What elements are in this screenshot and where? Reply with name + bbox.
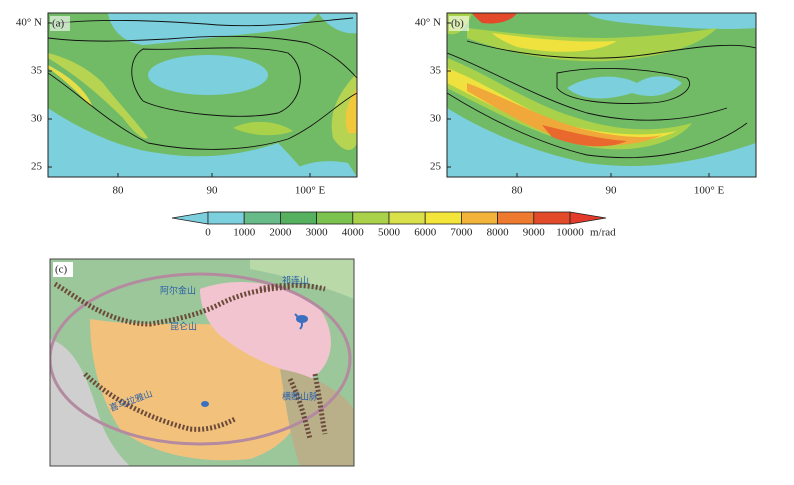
x-tick-label: 80 <box>113 185 125 197</box>
map-label: 阿尔金山 <box>160 285 196 297</box>
colorbar-unit: m/rad <box>590 227 616 239</box>
fill <box>48 65 93 108</box>
colorbar-tick-label: 0 <box>205 227 211 239</box>
colorbar-bin <box>352 211 390 225</box>
x-tick-label: 100° E <box>694 185 725 197</box>
y-tick-label: 35 <box>31 65 43 77</box>
colorbar-tick-label: 7000 <box>450 227 473 239</box>
colorbar-bin <box>388 211 426 225</box>
fill <box>48 108 308 177</box>
colorbar-bin <box>207 211 245 225</box>
fill <box>48 53 148 139</box>
label-box <box>449 16 469 31</box>
fill <box>345 88 357 133</box>
mountain-range <box>53 281 291 327</box>
mountain-range <box>312 373 328 435</box>
frame <box>446 12 757 178</box>
contour-line <box>48 35 357 79</box>
fill <box>283 161 357 177</box>
map-panel: 阿尔金山 祁连山 昆仑山 喜马拉雅山 横断山脉 (c) <box>49 258 355 467</box>
x-tick-label: 100° E <box>295 185 326 197</box>
colorbar-tick-label: 8000 <box>487 227 510 239</box>
colorbar-bin <box>279 211 317 225</box>
label-box <box>50 16 70 31</box>
map-fill <box>200 281 331 379</box>
contour-line <box>556 67 690 104</box>
panel-label: (b) <box>451 18 464 30</box>
label-box <box>53 262 73 277</box>
fill <box>233 121 293 136</box>
y-tick-label: 40° N <box>415 17 441 29</box>
fill <box>567 76 682 99</box>
map-fill <box>50 339 130 466</box>
colorbar-extend <box>569 211 607 225</box>
colorbar-tick-label: 1000 <box>233 227 256 239</box>
colorbar-tick-label: 5000 <box>378 227 401 239</box>
y-tick-label: 40° N <box>16 17 42 29</box>
colorbar-tick-label: 3000 <box>306 227 329 239</box>
colorbar-tick-label: 4000 <box>342 227 365 239</box>
mountain-range <box>83 372 237 432</box>
fill <box>492 33 617 52</box>
map-label: 昆仑山 <box>170 321 197 333</box>
map-fill <box>250 259 354 299</box>
map-label: 祁连山 <box>282 275 309 287</box>
colorbar: 0 1000 2000 3000 4000 5000 6000 7000 8000 9000 100… <box>171 211 616 239</box>
y-tick-label: 25 <box>31 161 43 173</box>
x-tick-label: 90 <box>606 185 618 197</box>
colorbar-bin <box>316 211 354 225</box>
colorbar-tick-label: 6000 <box>414 227 437 239</box>
fill <box>587 13 756 30</box>
panel-b <box>446 12 757 178</box>
contour-line <box>447 52 728 121</box>
colorbar-bin <box>243 211 281 225</box>
x-tick-label: 80 <box>512 185 524 197</box>
plateau-outline <box>50 272 352 446</box>
fill <box>472 13 517 24</box>
fill <box>447 108 756 177</box>
y-tick-label: 25 <box>430 161 442 173</box>
contour-line <box>131 47 301 117</box>
colorbar-bin <box>497 211 535 225</box>
colorbar-bin <box>424 211 462 225</box>
mountain-range <box>259 282 326 292</box>
colorbar-tick-label: 10000 <box>556 227 584 239</box>
lake <box>201 401 209 407</box>
contour-line <box>466 40 756 59</box>
contour-line <box>447 92 748 159</box>
panel-a <box>47 12 358 178</box>
panel-label: (a) <box>52 18 65 30</box>
colorbar-extend <box>171 211 209 225</box>
contour-field <box>48 13 357 177</box>
contour-line <box>48 72 357 150</box>
fill <box>148 55 268 95</box>
contour-field <box>447 13 756 177</box>
frame <box>47 12 358 178</box>
colorbar-bin <box>533 211 571 225</box>
lake <box>296 315 308 323</box>
x-tick-label: 90 <box>207 185 219 197</box>
y-tick-label: 30 <box>430 113 442 125</box>
contour-line <box>57 17 354 27</box>
panel-label: (c) <box>55 264 68 276</box>
frame <box>49 258 355 467</box>
map-label: 横断山脉 <box>282 391 318 403</box>
fill <box>542 125 627 147</box>
y-tick-label: 30 <box>31 113 43 125</box>
colorbar-tick-label: 2000 <box>269 227 292 239</box>
mountain-range <box>287 377 313 440</box>
colorbar-tick-label: 9000 <box>523 227 546 239</box>
y-tick-label: 35 <box>430 65 442 77</box>
colorbar-bin <box>460 211 498 225</box>
map: 阿尔金山 祁连山 昆仑山 喜马拉雅山 横断山脉 <box>50 259 354 466</box>
